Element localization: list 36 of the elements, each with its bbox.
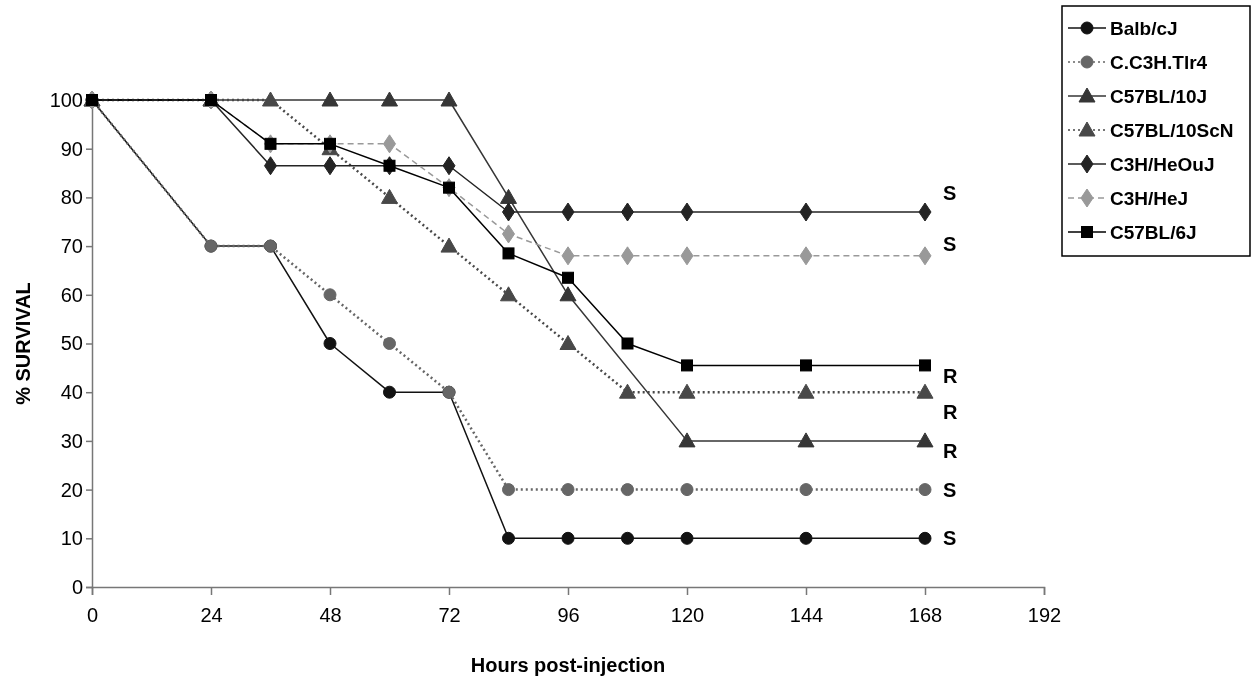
y-axis-title: % SURVIVAL (12, 282, 34, 405)
y-tick-label: 20 (60, 478, 83, 501)
x-tick-label: 0 (86, 604, 99, 626)
x-tick-label: 48 (319, 604, 342, 626)
y-tick-label: 40 (60, 381, 83, 404)
x-axis-title: Hours post-injection (470, 654, 666, 676)
y-tick-label: 30 (60, 429, 83, 452)
y-tick-label: 50 (60, 332, 83, 355)
annotation: R (943, 401, 958, 423)
x-tick-label: 168 (908, 604, 943, 626)
annotation: S (943, 527, 957, 549)
legend-label: Balb/cJ (1110, 17, 1178, 39)
legend-label: C3H/HeJ (1110, 187, 1189, 209)
legend-label: C57BL/10ScN (1110, 119, 1234, 141)
y-tick-label: 10 (60, 527, 83, 550)
x-tick-label: 72 (438, 604, 461, 626)
legend-label: C.C3H.Tlr4 (1110, 51, 1208, 73)
y-tick-label: 80 (60, 186, 83, 209)
y-tick-label: 100 (49, 88, 83, 111)
y-tick-label: 70 (60, 235, 83, 257)
y-tick-label: 0 (71, 575, 83, 598)
y-tick-label: 60 (60, 283, 83, 306)
annotation: R (943, 440, 958, 462)
legend-label: C3H/HeOuJ (1110, 153, 1215, 175)
x-tick-label: 120 (670, 604, 705, 626)
annotation: R (943, 365, 958, 387)
x-tick-label: 24 (200, 604, 223, 626)
annotation: S (943, 479, 957, 501)
annotation: S (943, 233, 957, 255)
y-tick-label: 90 (60, 137, 83, 160)
legend-label: C57BL/10J (1110, 85, 1208, 107)
annotation: S (943, 182, 957, 204)
x-tick-label: 96 (557, 604, 580, 626)
x-tick-label: 192 (1027, 604, 1062, 626)
x-tick-label: 144 (789, 604, 824, 626)
legend-label: C57BL/6J (1110, 221, 1197, 243)
